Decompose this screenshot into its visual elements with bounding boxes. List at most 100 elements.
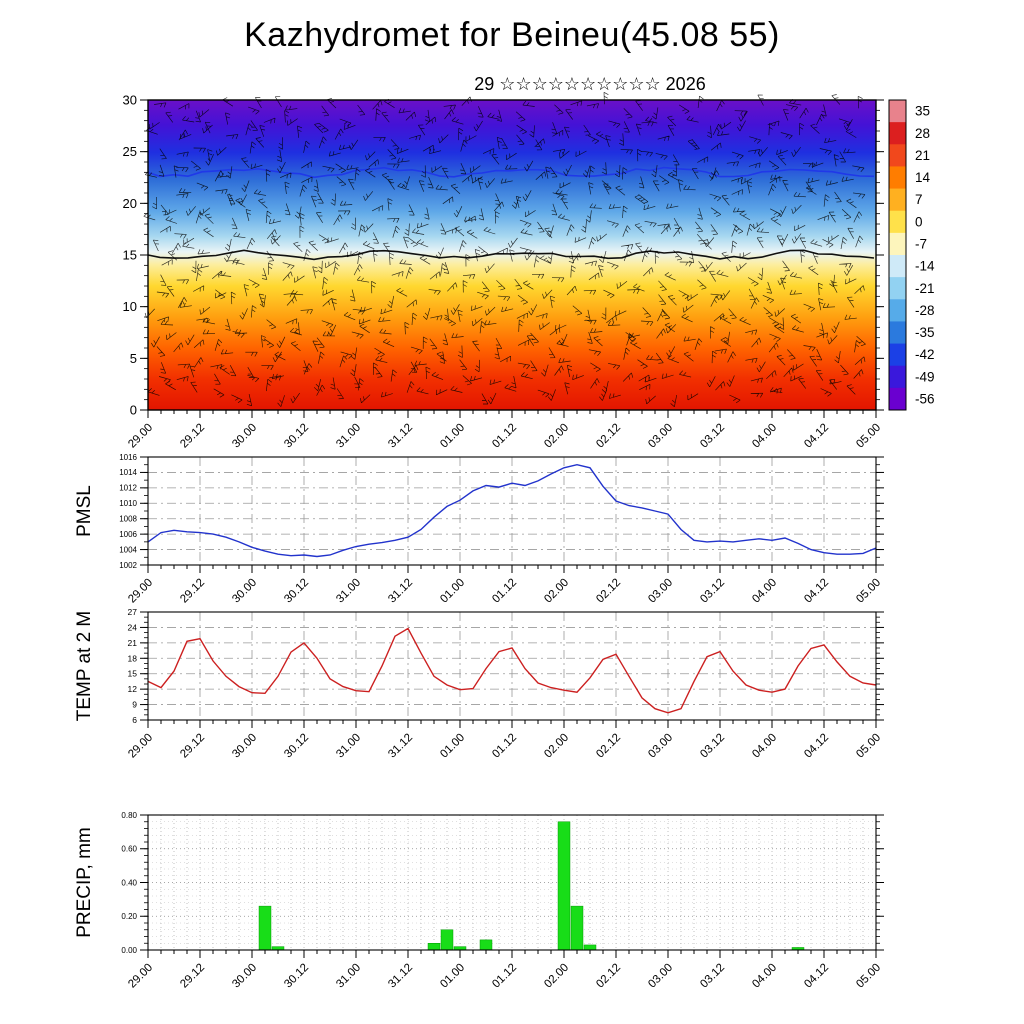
svg-text:05.00: 05.00 (854, 732, 883, 761)
svg-text:21: 21 (128, 638, 138, 648)
svg-text:1002: 1002 (119, 561, 137, 570)
temp-2m-panel: 6 9 12 15 18 21 24 27 29.00 29.12 30.00 30.12 31.00 3… (74, 607, 884, 760)
svg-text:02.12: 02.12 (594, 422, 623, 451)
svg-text:0.40: 0.40 (121, 878, 137, 887)
svg-text:01.00: 01.00 (438, 577, 467, 606)
precip-bar (583, 944, 597, 951)
svg-text:02.12: 02.12 (594, 962, 623, 991)
svg-text:30.12: 30.12 (282, 422, 311, 451)
precip-bar (440, 929, 454, 951)
svg-text:30: 30 (123, 93, 137, 108)
svg-text:03.00: 03.00 (646, 962, 675, 991)
svg-text:1008: 1008 (119, 515, 137, 524)
svg-text:29.00: 29.00 (126, 422, 155, 451)
svg-text:29.12: 29.12 (178, 577, 207, 606)
svg-text:1004: 1004 (119, 545, 137, 554)
svg-text:29.12: 29.12 (178, 962, 207, 991)
svg-text:20: 20 (123, 196, 137, 211)
svg-text:31.00: 31.00 (334, 577, 363, 606)
svg-text:1014: 1014 (119, 468, 137, 477)
precip-bar (570, 905, 584, 951)
precip-bar (479, 939, 493, 951)
svg-text:-28: -28 (915, 303, 935, 318)
svg-text:31.00: 31.00 (334, 962, 363, 991)
pmsl-line (147, 463, 877, 558)
svg-text:0.00: 0.00 (121, 946, 137, 955)
cross-section-panel: 0 5 10 15 20 25 30 29.00 29.12 30.00 30.12 31.00 31.… (123, 92, 884, 450)
svg-text:02.00: 02.00 (542, 422, 571, 451)
svg-text:15: 15 (123, 248, 137, 263)
temp-2m-line (147, 627, 877, 714)
pmsl-panel: 1002 1004 1006 1008 1010 1012 1014 1016 29.00 29.… (74, 453, 884, 606)
svg-text:02.12: 02.12 (594, 577, 623, 606)
svg-text:04.12: 04.12 (802, 962, 831, 991)
svg-text:1006: 1006 (119, 530, 137, 539)
svg-text:31.00: 31.00 (334, 422, 363, 451)
svg-text:29.00: 29.00 (126, 577, 155, 606)
svg-text:30.12: 30.12 (282, 732, 311, 761)
svg-text:0.80: 0.80 (121, 811, 137, 820)
svg-text:29.12: 29.12 (178, 422, 207, 451)
svg-text:21: 21 (915, 148, 930, 163)
svg-text:04.00: 04.00 (750, 732, 779, 761)
svg-text:30.00: 30.00 (230, 962, 259, 991)
svg-text:31.12: 31.12 (386, 732, 415, 761)
svg-text:31.12: 31.12 (386, 577, 415, 606)
svg-text:10: 10 (123, 299, 137, 314)
svg-text:31.00: 31.00 (334, 732, 363, 761)
svg-text:0.60: 0.60 (121, 845, 137, 854)
svg-text:01.12: 01.12 (490, 962, 519, 991)
svg-text:04.12: 04.12 (802, 732, 831, 761)
precip-bar (427, 943, 441, 951)
colorbar: 35 28 21 14 7 0 -7 -14 -21 -28 -35 -42 -49 -56 (888, 99, 935, 411)
svg-text:9: 9 (132, 700, 137, 710)
svg-text:30.00: 30.00 (230, 577, 259, 606)
svg-text:14: 14 (915, 170, 931, 185)
svg-text:1010: 1010 (119, 499, 137, 508)
svg-text:29.12: 29.12 (178, 732, 207, 761)
svg-text:30.00: 30.00 (230, 732, 259, 761)
svg-text:28: 28 (915, 126, 930, 141)
svg-text:05.00: 05.00 (854, 577, 883, 606)
svg-text:29.00: 29.00 (126, 962, 155, 991)
svg-text:31.12: 31.12 (386, 962, 415, 991)
svg-text:04.00: 04.00 (750, 962, 779, 991)
svg-text:-49: -49 (915, 369, 935, 384)
svg-text:PRECIP, mm: PRECIP, mm (74, 827, 95, 938)
chart-subtitle: 29 ☆☆☆☆☆☆☆☆☆☆ 2026 (474, 74, 706, 94)
svg-text:04.12: 04.12 (802, 422, 831, 451)
svg-text:03.12: 03.12 (698, 577, 727, 606)
svg-text:03.00: 03.00 (646, 422, 675, 451)
svg-text:02.00: 02.00 (542, 962, 571, 991)
svg-text:31.12: 31.12 (386, 422, 415, 451)
svg-text:02.00: 02.00 (542, 732, 571, 761)
svg-text:04.00: 04.00 (750, 577, 779, 606)
svg-text:02.12: 02.12 (594, 732, 623, 761)
svg-text:30.00: 30.00 (230, 422, 259, 451)
svg-text:TEMP at 2 M: TEMP at 2 M (74, 611, 95, 722)
svg-text:PMSL: PMSL (74, 485, 95, 537)
svg-text:1016: 1016 (119, 453, 137, 462)
svg-text:12: 12 (128, 684, 138, 694)
svg-text:-56: -56 (915, 392, 935, 407)
svg-text:01.12: 01.12 (490, 732, 519, 761)
svg-text:04.12: 04.12 (802, 577, 831, 606)
svg-text:03.12: 03.12 (698, 732, 727, 761)
svg-text:01.00: 01.00 (438, 732, 467, 761)
svg-text:02.00: 02.00 (542, 577, 571, 606)
svg-text:-14: -14 (915, 259, 935, 274)
svg-text:01.00: 01.00 (438, 962, 467, 991)
chart-title: Kazhydromet for Beineu(45.08 55) (244, 16, 780, 54)
svg-text:03.00: 03.00 (646, 577, 675, 606)
svg-text:0.20: 0.20 (121, 912, 137, 921)
svg-text:5: 5 (130, 351, 137, 366)
svg-text:03.00: 03.00 (646, 732, 675, 761)
svg-text:-42: -42 (915, 347, 935, 362)
svg-text:-21: -21 (915, 281, 935, 296)
wind-barbs (143, 92, 866, 408)
svg-text:01.12: 01.12 (490, 422, 519, 451)
svg-text:6: 6 (132, 715, 137, 725)
svg-text:1012: 1012 (119, 484, 137, 493)
